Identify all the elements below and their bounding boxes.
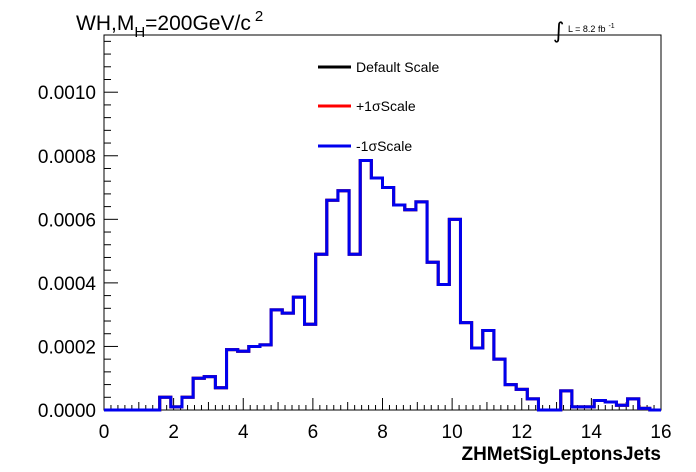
legend-label-default: Default Scale	[356, 59, 439, 75]
lumi-label: L = 8.2 fb -1	[568, 23, 615, 34]
x-tick-label: 12	[511, 422, 532, 443]
y-axis-ticks	[104, 40, 118, 411]
x-tick-label: 10	[442, 422, 463, 443]
y-axis-tick-labels: 0.0000 0.0002 0.0004 0.0006 0.0008 0.0010	[38, 83, 97, 422]
x-tick-label: 2	[168, 422, 179, 443]
lumi-text: L = 8.2 fb	[568, 24, 605, 34]
y-tick-label: 0.0000	[38, 401, 96, 422]
x-tick-label: 0	[99, 422, 110, 443]
x-tick-label: 16	[650, 422, 671, 443]
title-subscript: H	[134, 24, 145, 41]
legend-label-minus: -1σScale	[356, 138, 412, 154]
title-superscript: 2	[255, 8, 263, 25]
y-tick-label: 0.0006	[38, 210, 96, 231]
series-line-2	[104, 159, 661, 412]
title-rest: =200GeV/c	[145, 12, 251, 35]
legend-label-plus: +1σScale	[356, 98, 416, 114]
x-tick-label: 8	[377, 422, 388, 443]
title-main: WH,M	[76, 12, 134, 35]
x-tick-label: 4	[238, 422, 249, 443]
y-tick-label: 0.0002	[38, 337, 96, 358]
legend: Default Scale +1σScale -1σScale	[318, 59, 439, 154]
x-axis-label: ZHMetSigLeptonsJets	[461, 444, 661, 465]
y-tick-label: 0.0008	[38, 147, 96, 168]
series-group	[104, 159, 661, 412]
x-tick-label: 6	[308, 422, 319, 443]
lumi-superscript: -1	[608, 23, 614, 30]
y-tick-label: 0.0010	[38, 83, 96, 104]
lumi-integral-symbol: ∫	[553, 19, 564, 44]
y-tick-label: 0.0004	[38, 274, 97, 295]
x-axis-tick-labels: 0 2 4 6 8 10 12 14 16	[99, 422, 672, 443]
x-tick-label: 14	[581, 422, 603, 443]
chart-title: WH,MH=200GeV/c 2	[76, 8, 263, 41]
